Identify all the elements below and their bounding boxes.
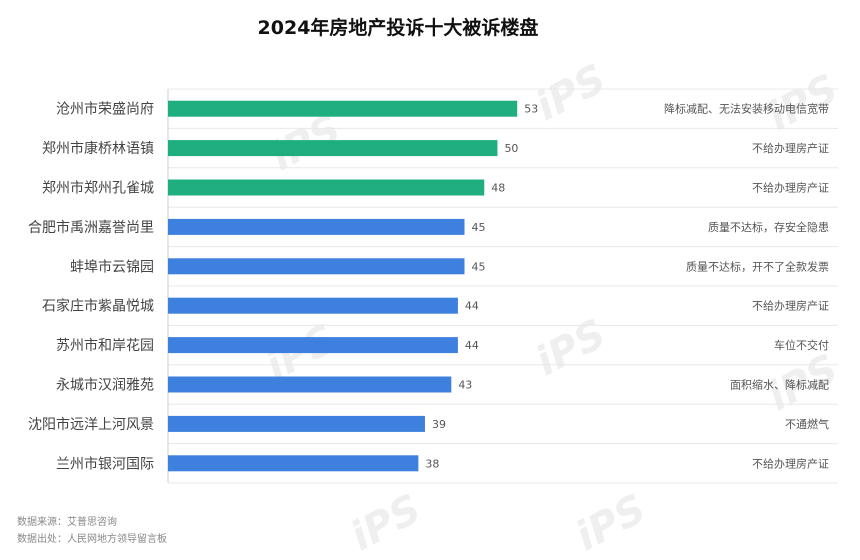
origin-note: 数据出处：人民网地方领导留言板 — [17, 534, 167, 545]
complaint-reason: 不通燃气 — [785, 417, 829, 431]
category-label: 永城市汉润雅苑 — [56, 377, 154, 394]
category-label: 石家庄市紫晶悦城 — [42, 298, 154, 315]
bar — [168, 218, 465, 235]
category-label: 沧州市荣盛尚府 — [56, 101, 154, 118]
value-label: 43 — [458, 379, 472, 392]
chart-title: 2024年房地产投诉十大被诉楼盘 — [258, 16, 539, 39]
value-label: 45 — [472, 221, 486, 234]
complaint-reason: 质量不达标，开不了全款发票 — [686, 259, 829, 273]
complaint-reason: 不给办理房产证 — [752, 299, 829, 313]
category-label: 蚌埠市云锦园 — [70, 258, 154, 275]
category-label: 郑州市郑州孔雀城 — [42, 180, 154, 197]
complaint-reason: 质量不达标，存安全隐患 — [708, 220, 829, 234]
bar — [168, 179, 485, 196]
complaint-reason: 不给办理房产证 — [752, 456, 829, 470]
bar — [168, 415, 425, 432]
bar — [168, 258, 465, 275]
value-label: 53 — [524, 103, 538, 116]
complaint-reason: 降标减配、无法安装移动电信宽带 — [664, 102, 829, 116]
value-label: 44 — [465, 300, 479, 313]
category-label: 郑州市康桥林语镇 — [42, 140, 154, 157]
value-label: 45 — [472, 260, 486, 273]
bar — [168, 337, 458, 354]
bar — [168, 297, 458, 314]
bar — [168, 140, 498, 157]
category-label: 合肥市禹洲嘉誉尚里 — [28, 219, 154, 236]
bar — [168, 100, 518, 117]
category-label: 兰州市银河国际 — [56, 455, 154, 472]
grid-lines — [168, 88, 838, 484]
value-label: 48 — [491, 182, 505, 195]
source-note: 数据来源：艾普思咨询 — [17, 517, 117, 528]
value-label: 39 — [432, 418, 446, 431]
complaint-reason: 车位不交付 — [774, 338, 829, 352]
bar — [168, 376, 452, 393]
complaint-reason: 面积缩水、降标减配 — [730, 378, 829, 392]
bar — [168, 455, 419, 472]
value-label: 50 — [504, 142, 518, 155]
value-label: 38 — [425, 457, 439, 470]
complaint-reason: 不给办理房产证 — [752, 181, 829, 195]
value-label: 44 — [465, 339, 479, 352]
category-label: 沈阳市远洋上河风景 — [28, 416, 154, 433]
category-label: 苏州市和岸花园 — [56, 337, 154, 354]
complaint-reason: 不给办理房产证 — [752, 141, 829, 155]
